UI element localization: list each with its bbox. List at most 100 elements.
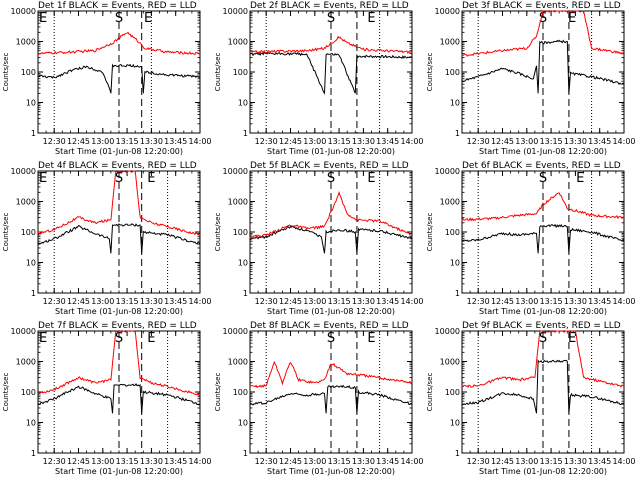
x-tick-label: 12:45	[67, 457, 90, 466]
x-tick-label: 13:00	[515, 137, 538, 146]
event-marker-e: E	[147, 331, 155, 346]
panel-6: Det 6f BLACK = Events, RED = LLD 1 10 100 10…	[426, 161, 636, 316]
x-tick-label: 12:30	[43, 297, 66, 306]
x-tick-label: 14:00	[400, 137, 423, 146]
lld-series-line	[461, 10, 625, 57]
event-marker-s: S	[327, 171, 335, 186]
panel-2: Det 2f BLACK = Events, RED = LLD 1 10 100 10…	[214, 1, 424, 156]
x-axis-label: Start Time (01-Jun-08 12:20:00)	[479, 467, 607, 476]
y-tick-label: 100	[233, 228, 248, 237]
x-axis-label: Start Time (01-Jun-08 12:20:00)	[479, 147, 607, 156]
y-tick-label: 10000	[435, 327, 460, 336]
event-marker-e: E	[568, 331, 576, 346]
lld-series-line	[37, 31, 201, 55]
events-series-line	[249, 384, 413, 414]
x-tick-label: 12:30	[467, 297, 490, 306]
x-tick-label: 13:15	[328, 297, 351, 306]
x-tick-label: 13:15	[540, 297, 563, 306]
x-tick-label: 13:30	[352, 137, 375, 146]
x-tick-label: 13:45	[164, 297, 187, 306]
panel-5: Det 5f BLACK = Events, RED = LLD 1 10 100 10…	[214, 161, 424, 316]
event-marker-e: E	[147, 171, 155, 186]
event-marker-e: E	[39, 171, 47, 186]
x-tick-label: 13:15	[540, 457, 563, 466]
x-tick-label: 13:00	[303, 457, 326, 466]
x-tick-label: 13:45	[588, 297, 611, 306]
y-tick-label: 1	[455, 449, 460, 458]
y-tick-label: 10000	[11, 167, 36, 176]
lld-series-line	[461, 192, 625, 222]
y-tick-label: 100	[445, 228, 460, 237]
x-tick-label: 12:30	[467, 137, 490, 146]
event-marker-s: S	[327, 11, 335, 26]
events-series-line	[461, 223, 625, 254]
event-marker-e: E	[144, 11, 152, 26]
event-marker-e: E	[568, 11, 576, 26]
x-tick-label: 12:45	[491, 297, 514, 306]
y-tick-label: 1000	[228, 198, 248, 207]
panel-title: Det 2f BLACK = Events, RED = LLD	[250, 1, 409, 11]
x-tick-label: 13:00	[515, 297, 538, 306]
event-marker-e: E	[367, 11, 375, 26]
y-tick-label: 10	[450, 99, 460, 108]
x-tick-label: 14:00	[612, 457, 635, 466]
y-tick-label: 10000	[223, 167, 248, 176]
x-tick-label: 13:30	[564, 137, 587, 146]
y-tick-label: 1000	[440, 358, 460, 367]
lld-series-line	[37, 330, 201, 397]
x-axis-label: Start Time (01-Jun-08 12:20:00)	[267, 467, 395, 476]
event-marker-s: S	[539, 11, 547, 26]
panel-title: Det 7f BLACK = Events, RED = LLD	[38, 321, 197, 331]
y-tick-label: 1	[31, 129, 36, 138]
events-series-line	[461, 39, 625, 94]
x-tick-label: 13:00	[91, 457, 114, 466]
y-axis-label: Counts/sec	[2, 53, 10, 92]
event-marker-s: S	[115, 171, 123, 186]
x-tick-label: 13:15	[116, 137, 139, 146]
event-marker-s: S	[115, 11, 123, 26]
y-axis-label: Counts/sec	[214, 53, 222, 92]
x-tick-label: 14:00	[612, 297, 635, 306]
x-axis-label: Start Time (01-Jun-08 12:20:00)	[267, 307, 395, 316]
event-marker-s: S	[115, 331, 123, 346]
x-tick-label: 12:45	[67, 297, 90, 306]
y-tick-label: 1000	[16, 358, 36, 367]
event-marker-s: S	[327, 331, 335, 346]
y-tick-label: 10	[450, 259, 460, 268]
panel-title: Det 1f BLACK = Events, RED = LLD	[38, 1, 197, 11]
x-axis-label: Start Time (01-Jun-08 12:20:00)	[55, 467, 183, 476]
y-tick-label: 1	[31, 449, 36, 458]
panel-4: Det 4f BLACK = Events, RED = LLD 1 10 100 10…	[2, 161, 212, 316]
event-marker-e: E	[367, 171, 375, 186]
x-tick-label: 12:45	[491, 137, 514, 146]
y-tick-label: 10	[26, 259, 36, 268]
x-tick-label: 13:30	[564, 457, 587, 466]
y-tick-label: 10000	[223, 7, 248, 16]
y-tick-label: 10000	[435, 7, 460, 16]
panel-title: Det 5f BLACK = Events, RED = LLD	[250, 161, 409, 171]
y-tick-label: 10000	[435, 167, 460, 176]
x-tick-label: 12:45	[279, 297, 302, 306]
y-axis-label: Counts/sec	[214, 373, 222, 412]
x-tick-label: 12:30	[467, 457, 490, 466]
x-tick-label: 13:15	[540, 137, 563, 146]
x-tick-label: 14:00	[188, 137, 211, 146]
y-tick-label: 1000	[228, 38, 248, 47]
y-tick-label: 100	[445, 68, 460, 77]
x-tick-label: 12:30	[43, 457, 66, 466]
y-tick-label: 10	[26, 419, 36, 428]
events-series-line	[249, 52, 413, 95]
x-tick-label: 13:30	[352, 457, 375, 466]
x-axis-label: Start Time (01-Jun-08 12:20:00)	[479, 307, 607, 316]
event-marker-s: S	[539, 331, 547, 346]
x-tick-label: 14:00	[400, 457, 423, 466]
y-tick-label: 100	[21, 388, 36, 397]
x-axis-label: Start Time (01-Jun-08 12:20:00)	[267, 147, 395, 156]
y-tick-label: 1	[243, 129, 248, 138]
x-tick-label: 12:30	[255, 297, 278, 306]
events-series-line	[37, 223, 201, 254]
panel-title: Det 4f BLACK = Events, RED = LLD	[38, 161, 197, 171]
panel-9: Det 9f BLACK = Events, RED = LLD 1 10 100 10…	[426, 321, 636, 476]
x-tick-label: 13:15	[328, 457, 351, 466]
x-tick-label: 13:15	[116, 297, 139, 306]
